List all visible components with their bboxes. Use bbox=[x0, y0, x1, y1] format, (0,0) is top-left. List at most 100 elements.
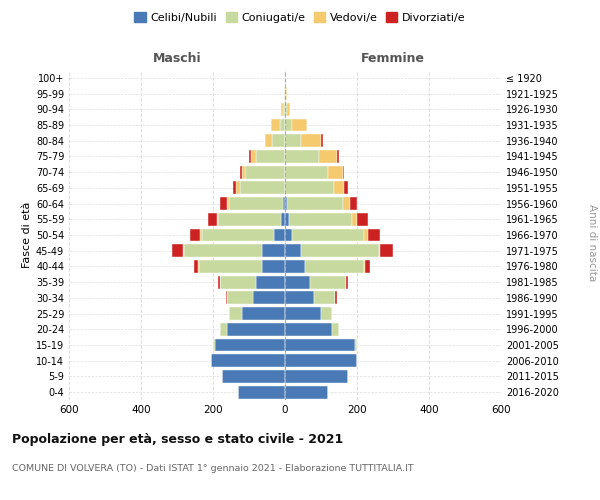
Bar bbox=[287, 197, 343, 210]
Bar bbox=[328, 166, 343, 178]
Bar bbox=[285, 338, 355, 351]
Text: Popolazione per età, sesso e stato civile - 2021: Popolazione per età, sesso e stato civil… bbox=[12, 432, 343, 446]
Bar bbox=[368, 228, 380, 241]
Bar bbox=[220, 197, 227, 210]
Bar bbox=[289, 213, 352, 226]
Bar bbox=[272, 134, 285, 147]
Bar bbox=[253, 292, 285, 304]
Text: Maschi: Maschi bbox=[152, 52, 202, 66]
Bar bbox=[314, 292, 335, 304]
Bar bbox=[305, 260, 364, 273]
Bar bbox=[283, 197, 285, 210]
Bar bbox=[285, 323, 332, 336]
Bar bbox=[365, 260, 370, 273]
Bar bbox=[229, 307, 242, 320]
Text: Anni di nascita: Anni di nascita bbox=[587, 204, 597, 281]
Bar bbox=[285, 260, 305, 273]
Bar bbox=[301, 244, 379, 257]
Bar bbox=[238, 386, 285, 398]
Bar bbox=[364, 228, 368, 241]
Bar bbox=[285, 386, 328, 398]
Bar bbox=[208, 213, 217, 226]
Bar bbox=[343, 166, 344, 178]
Text: Femmine: Femmine bbox=[361, 52, 425, 66]
Bar bbox=[227, 323, 285, 336]
Bar bbox=[251, 150, 256, 163]
Bar bbox=[271, 118, 280, 132]
Text: COMUNE DI VOLVERA (TO) - Dati ISTAT 1° gennaio 2021 - Elaborazione TUTTITALIA.IT: COMUNE DI VOLVERA (TO) - Dati ISTAT 1° g… bbox=[12, 464, 413, 473]
Bar bbox=[301, 134, 321, 147]
Bar bbox=[211, 354, 285, 367]
Bar bbox=[352, 213, 357, 226]
Bar bbox=[292, 228, 364, 241]
Bar bbox=[285, 292, 314, 304]
Bar bbox=[319, 150, 337, 163]
Bar bbox=[256, 276, 285, 288]
Bar bbox=[285, 197, 287, 210]
Bar bbox=[202, 228, 274, 241]
Bar bbox=[222, 370, 285, 383]
Bar bbox=[285, 370, 348, 383]
Bar bbox=[364, 260, 365, 273]
Bar bbox=[321, 134, 323, 147]
Bar bbox=[285, 166, 328, 178]
Bar bbox=[287, 103, 290, 116]
Bar bbox=[229, 197, 283, 210]
Bar bbox=[281, 213, 285, 226]
Bar bbox=[218, 276, 220, 288]
Bar bbox=[184, 244, 262, 257]
Bar bbox=[198, 260, 199, 273]
Bar bbox=[213, 338, 215, 351]
Y-axis label: Fasce di età: Fasce di età bbox=[22, 202, 32, 268]
Bar bbox=[380, 244, 393, 257]
Bar bbox=[240, 166, 242, 178]
Bar bbox=[220, 323, 227, 336]
Bar bbox=[285, 276, 310, 288]
Bar bbox=[280, 118, 285, 132]
Bar bbox=[285, 182, 334, 194]
Bar bbox=[379, 244, 380, 257]
Bar bbox=[242, 307, 285, 320]
Bar bbox=[256, 150, 285, 163]
Bar bbox=[334, 182, 344, 194]
Bar bbox=[217, 213, 218, 226]
Bar bbox=[285, 150, 319, 163]
Bar bbox=[292, 118, 307, 132]
Bar bbox=[284, 87, 285, 100]
Bar bbox=[236, 182, 240, 194]
Bar bbox=[218, 213, 281, 226]
Bar bbox=[220, 276, 256, 288]
Bar bbox=[343, 197, 350, 210]
Bar bbox=[355, 338, 357, 351]
Bar bbox=[285, 213, 289, 226]
Bar bbox=[194, 260, 198, 273]
Bar bbox=[190, 228, 200, 241]
Bar bbox=[200, 228, 202, 241]
Bar bbox=[227, 197, 229, 210]
Bar bbox=[249, 150, 251, 163]
Bar bbox=[227, 292, 253, 304]
Bar bbox=[335, 292, 337, 304]
Bar bbox=[357, 213, 368, 226]
Bar bbox=[274, 228, 285, 241]
Bar bbox=[285, 87, 286, 100]
Bar bbox=[286, 87, 287, 100]
Bar bbox=[346, 276, 348, 288]
Bar bbox=[262, 260, 285, 273]
Bar bbox=[344, 182, 348, 194]
Bar bbox=[337, 150, 339, 163]
Bar bbox=[321, 307, 332, 320]
Bar bbox=[262, 244, 285, 257]
Bar bbox=[332, 323, 339, 336]
Bar bbox=[199, 260, 262, 273]
Bar bbox=[242, 166, 245, 178]
Bar bbox=[281, 103, 283, 116]
Legend: Celibi/Nubili, Coniugati/e, Vedovi/e, Divorziati/e: Celibi/Nubili, Coniugati/e, Vedovi/e, Di… bbox=[130, 8, 470, 28]
Bar bbox=[285, 354, 357, 367]
Bar bbox=[285, 134, 301, 147]
Bar bbox=[183, 244, 184, 257]
Bar bbox=[233, 182, 236, 194]
Bar bbox=[283, 103, 285, 116]
Bar bbox=[350, 197, 357, 210]
Bar bbox=[285, 118, 292, 132]
